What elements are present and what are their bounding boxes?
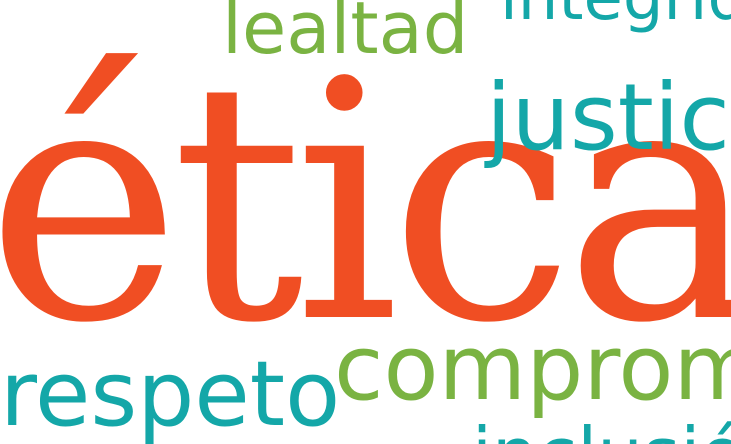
word-integridad: integridad: [500, 0, 731, 30]
word-compromiso: compromiso: [334, 316, 731, 421]
word-inclusion: inclusión: [472, 418, 731, 444]
word-respeto: respeto: [0, 342, 341, 444]
word-lealtad: lealtad: [222, 0, 469, 70]
word-etica: ética: [0, 11, 731, 395]
word-justicia: justicia: [486, 64, 731, 171]
